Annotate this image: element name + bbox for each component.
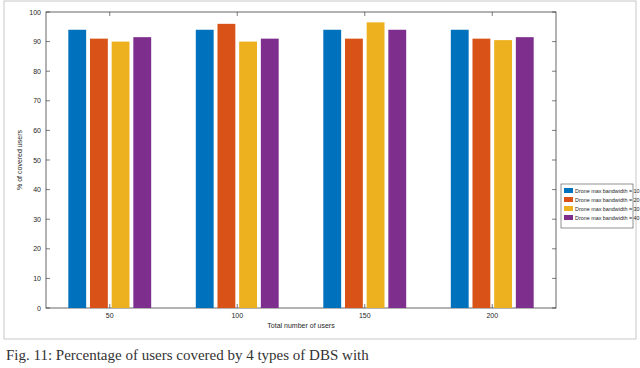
x-tick-label: 200	[486, 312, 498, 319]
bar	[90, 39, 108, 308]
y-tick-label: 70	[33, 97, 41, 104]
y-tick	[46, 130, 50, 131]
bar	[345, 39, 363, 308]
y-tick	[46, 219, 50, 220]
bar	[388, 30, 406, 308]
x-tick	[492, 12, 493, 16]
bar	[68, 30, 86, 308]
legend-label: Drone max bandwidth = 20	[575, 197, 640, 203]
legend-swatch	[564, 188, 573, 193]
bar	[133, 37, 151, 308]
x-axis-label: Total number of users	[267, 322, 335, 329]
plot-frame	[46, 12, 556, 308]
y-axis-label: % of covered users	[16, 130, 23, 190]
bar	[112, 42, 130, 308]
y-tick	[46, 12, 50, 13]
y-tick-label: 50	[33, 157, 41, 164]
y-tick-label: 90	[33, 38, 41, 45]
y-tick	[46, 41, 50, 42]
legend-swatch	[564, 215, 573, 220]
y-tick	[552, 12, 556, 13]
y-tick	[552, 189, 556, 190]
x-tick	[364, 304, 365, 308]
y-tick	[46, 160, 50, 161]
x-tick	[109, 12, 110, 16]
legend-swatch	[564, 206, 573, 211]
y-tick	[46, 189, 50, 190]
legend-label: Drone max bandwidth = 40	[575, 215, 640, 221]
chart: 0 10 20 30 40 50 60 70 80 90 100 50 100 150 200 Total n…	[0, 0, 640, 368]
legend-label: Drone max bandwidth = 10	[575, 188, 640, 194]
y-tick	[552, 100, 556, 101]
y-tick-label: 40	[33, 186, 41, 193]
y-tick-label: 10	[33, 275, 41, 282]
x-tick-label: 150	[359, 312, 371, 319]
bar	[217, 24, 235, 308]
bar	[196, 30, 214, 308]
bar	[367, 22, 385, 308]
y-tick	[46, 248, 50, 249]
y-tick-label: 100	[29, 9, 41, 16]
x-tick	[492, 304, 493, 308]
x-tick	[109, 304, 110, 308]
legend: Drone max bandwidth = 10 Drone max bandwi…	[561, 184, 640, 228]
x-tick-label: 100	[231, 312, 243, 319]
caption: Fig. 11: Percentage of users covered by …	[6, 347, 369, 363]
x-tick	[364, 12, 365, 16]
y-tick-label: 30	[33, 216, 41, 223]
bar	[451, 30, 469, 308]
y-tick	[552, 130, 556, 131]
bars	[68, 22, 533, 308]
x-tick-label: 50	[106, 312, 114, 319]
y-tick	[46, 71, 50, 72]
y-tick	[552, 160, 556, 161]
y-tick	[552, 41, 556, 42]
y-tick	[552, 71, 556, 72]
y-tick	[46, 308, 50, 309]
bar	[472, 39, 490, 308]
bar	[239, 42, 257, 308]
y-tick	[46, 278, 50, 279]
y-tick-label: 20	[33, 245, 41, 252]
y-tick	[552, 248, 556, 249]
y-tick-label: 80	[33, 68, 41, 75]
y-tick-label: 0	[37, 305, 41, 312]
y-tick-label: 60	[33, 127, 41, 134]
x-tick	[237, 12, 238, 16]
bar	[261, 39, 279, 308]
y-tick	[46, 100, 50, 101]
bar	[323, 30, 341, 308]
x-tick	[237, 304, 238, 308]
y-tick	[552, 278, 556, 279]
bar	[516, 37, 534, 308]
bar	[494, 40, 512, 308]
y-tick	[552, 219, 556, 220]
figure-frame	[4, 1, 636, 339]
legend-label: Drone max bandwidth = 30	[575, 206, 640, 212]
legend-swatch	[564, 197, 573, 202]
y-tick	[552, 308, 556, 309]
